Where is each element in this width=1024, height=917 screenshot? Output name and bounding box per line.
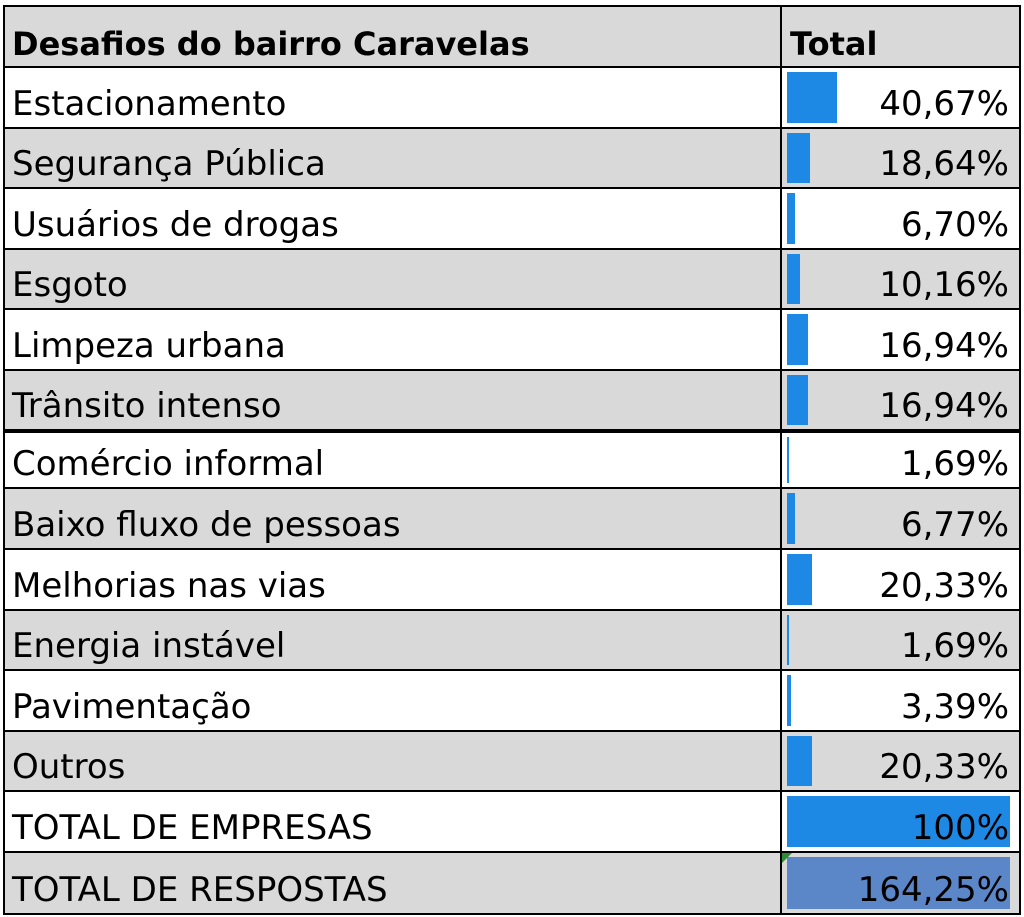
row-label: Comércio informal (5, 433, 782, 487)
value-cell: 100% (782, 792, 1019, 851)
table-row: Energia instável 1,69% (5, 611, 1019, 671)
row-label: Energia instável (5, 611, 782, 669)
row-label: TOTAL DE RESPOSTAS (5, 853, 782, 913)
value-cell: 10,16% (782, 250, 1019, 308)
data-bar (787, 193, 795, 244)
row-label: TOTAL DE EMPRESAS (5, 792, 782, 851)
row-label: Segurança Pública (5, 129, 782, 187)
value-cell: 16,94% (782, 371, 1019, 429)
row-label: Estacionamento (5, 68, 782, 127)
value-cell: 16,94% (782, 310, 1019, 369)
row-label: Limpeza urbana (5, 310, 782, 369)
value-label: 6,77% (900, 505, 1009, 545)
value-label: 1,69% (900, 444, 1009, 484)
data-bar (787, 314, 808, 365)
table-row: Comércio informal 1,69% (5, 433, 1019, 489)
value-label: 10,16% (879, 265, 1009, 305)
value-label: 100% (911, 808, 1009, 848)
value-cell: 164,25% (782, 853, 1019, 913)
value-cell: 3,39% (782, 671, 1019, 730)
data-bar (787, 675, 791, 726)
value-cell: 40,67% (782, 68, 1019, 127)
data-bar (787, 254, 800, 304)
data-bar (787, 554, 812, 605)
value-column-header: Total (782, 7, 1019, 66)
value-label: 6,70% (900, 205, 1009, 245)
value-cell: 20,33% (782, 732, 1019, 790)
data-table: Desafios do bairro Caravelas Total Estac… (3, 5, 1021, 915)
row-label: Pavimentação (5, 671, 782, 730)
row-label: Esgoto (5, 250, 782, 308)
total-row: TOTAL DE RESPOSTAS 164,25% (5, 853, 1019, 913)
table-row: Melhorias nas vias 20,33% (5, 550, 1019, 611)
table-row: Limpeza urbana 16,94% (5, 310, 1019, 371)
total-row: TOTAL DE EMPRESAS 100% (5, 792, 1019, 853)
data-bar (787, 796, 1010, 847)
value-label: 20,33% (879, 747, 1009, 787)
row-label: Outros (5, 732, 782, 790)
row-label: Trânsito intenso (5, 371, 782, 429)
table-row: Usuários de drogas 6,70% (5, 189, 1019, 250)
value-cell: 18,64% (782, 129, 1019, 187)
table-row: Trânsito intenso 16,94% (5, 371, 1019, 433)
row-label: Usuários de drogas (5, 189, 782, 248)
data-bar (787, 437, 789, 483)
data-bar (787, 375, 808, 425)
value-label: 1,69% (900, 626, 1009, 666)
table-row: Pavimentação 3,39% (5, 671, 1019, 732)
data-bar (787, 857, 1010, 909)
table-row: Segurança Pública 18,64% (5, 129, 1019, 189)
table-row: Estacionamento 40,67% (5, 68, 1019, 129)
value-label: 18,64% (879, 144, 1009, 184)
value-label: 20,33% (879, 566, 1009, 606)
value-cell: 6,77% (782, 489, 1019, 548)
table-title: Desafios do bairro Caravelas (5, 7, 782, 66)
value-label: 164,25% (857, 870, 1009, 910)
table-row: Esgoto 10,16% (5, 250, 1019, 310)
total-header: Total (790, 25, 878, 63)
data-bar (787, 133, 810, 183)
value-cell: 6,70% (782, 189, 1019, 248)
data-bar (787, 493, 795, 544)
row-label: Melhorias nas vias (5, 550, 782, 609)
value-label: 16,94% (879, 326, 1009, 366)
value-cell: 1,69% (782, 611, 1019, 669)
data-bar (787, 72, 837, 123)
data-bar (787, 615, 789, 665)
header-row: Desafios do bairro Caravelas Total (5, 7, 1019, 68)
value-label: 40,67% (879, 84, 1009, 124)
value-label: 3,39% (900, 687, 1009, 727)
value-cell: 1,69% (782, 433, 1019, 487)
value-cell: 20,33% (782, 550, 1019, 609)
value-label: 16,94% (879, 386, 1009, 426)
table-row: Outros 20,33% (5, 732, 1019, 792)
table-row: Baixo fluxo de pessoas 6,77% (5, 489, 1019, 550)
cell-indicator (782, 853, 792, 863)
data-bar (787, 736, 812, 786)
row-label: Baixo fluxo de pessoas (5, 489, 782, 548)
